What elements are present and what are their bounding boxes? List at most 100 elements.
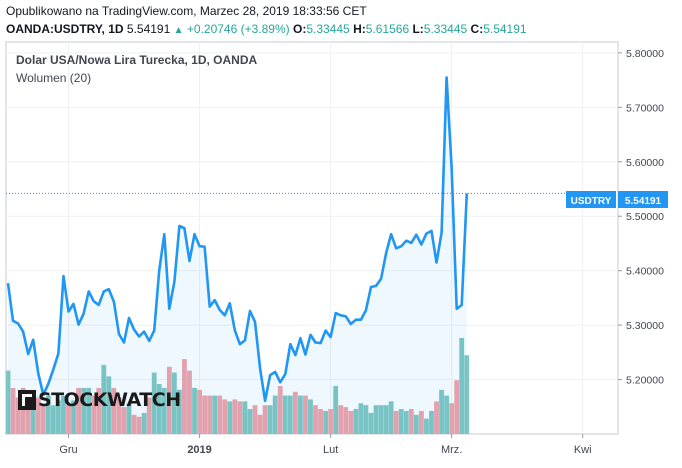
volume-bar (232, 399, 238, 434)
volume-bar (76, 387, 81, 434)
x-tick-label: Mrz. (441, 444, 462, 456)
volume-bar (393, 410, 399, 434)
y-tick-label: 5.50000 (626, 211, 664, 223)
volume-bar (413, 414, 419, 434)
volume-bar (247, 409, 253, 434)
volume-bar (267, 405, 273, 434)
volume-bar (161, 387, 167, 434)
volume-subtitle: Wolumen (20) (16, 71, 91, 85)
volume-bar (101, 364, 107, 434)
volume-bar (444, 395, 449, 434)
close-value: 5.54191 (483, 22, 527, 36)
volume-bar (348, 410, 354, 434)
volume-bar (343, 407, 349, 434)
y-tick-label: 5.80000 (626, 48, 664, 60)
volume-bar (212, 395, 218, 434)
volume-bar (217, 395, 223, 434)
x-tick-label: 2019 (187, 444, 211, 456)
volume-bar (353, 409, 359, 434)
y-tick-label: 5.30000 (626, 320, 664, 332)
volume-bar (333, 386, 339, 434)
volume-bar (156, 384, 162, 434)
stockwatch-watermark: STOCKWATCH (18, 389, 181, 411)
volume-bar (252, 405, 258, 434)
volume-bar (121, 407, 127, 434)
volume-bar (368, 412, 374, 434)
chart-title: Dolar USA/Nowa Lira Turecka, 1D, OANDA (16, 53, 258, 67)
volume-bar (418, 410, 424, 434)
volume-bar (237, 401, 243, 434)
volume-bar (429, 410, 434, 434)
volume-bar (373, 405, 379, 434)
stockwatch-logo-icon (18, 390, 36, 410)
last-price: 5.54191 (126, 22, 171, 36)
volume-bar (86, 387, 92, 434)
volume-bar (323, 410, 329, 434)
volume-bar (459, 338, 465, 434)
volume-bar (287, 395, 293, 434)
y-tick-label: 5.20000 (626, 375, 664, 387)
price-tag: USDTRY 5.54191 (566, 191, 668, 208)
volume-bar (45, 395, 51, 434)
y-tick-label: 5.40000 (626, 266, 664, 278)
volume-bar (136, 416, 142, 434)
volume-bar (388, 401, 394, 434)
volume-bar (303, 395, 308, 434)
volume-bar (207, 395, 213, 434)
volume-bar (434, 401, 439, 434)
volume-bar (277, 386, 283, 434)
watermark-text: STOCKWATCH (38, 389, 181, 411)
volume-bar (378, 405, 384, 434)
volume-bar (15, 397, 21, 434)
volume-bar (257, 414, 263, 434)
volume-bar (166, 366, 172, 434)
volume-bar (71, 400, 76, 434)
volume-bar (56, 400, 61, 434)
volume-bar (141, 412, 147, 434)
volume-bar (358, 403, 364, 434)
x-tick-label: Gru (59, 444, 77, 456)
x-tick-label: Kwi (574, 444, 592, 456)
volume-bar (96, 387, 102, 434)
low-value: 5.33445 (423, 22, 468, 36)
volume-bar (10, 387, 16, 434)
y-tick-label: 5.60000 (626, 157, 664, 169)
volume-bar (262, 405, 268, 434)
volume-bar (182, 359, 187, 434)
volume-bar (5, 370, 11, 434)
volume-bar (66, 405, 71, 434)
symbol-tag-box (566, 191, 616, 208)
volume-bar (187, 370, 192, 434)
y-tick-label: 5.70000 (626, 102, 664, 114)
volume-bar (25, 397, 31, 434)
volume-bar (126, 403, 132, 434)
volume-bar (116, 397, 122, 434)
volume-bar (338, 405, 344, 434)
volume-bar (197, 389, 202, 434)
volume-bar (282, 395, 288, 434)
high-label: H: (353, 22, 366, 36)
close-label: C: (470, 22, 484, 36)
volume-bar (111, 387, 117, 434)
volume-bar (202, 395, 208, 434)
volume-bar (272, 395, 278, 434)
volume-bar (151, 372, 157, 434)
volume-bar (408, 409, 414, 434)
volume-bar (439, 389, 444, 434)
volume-bar (222, 399, 228, 434)
volume-bar (146, 397, 152, 434)
price-line (6, 76, 469, 403)
last-price-box (618, 191, 668, 208)
volume-bar (318, 409, 323, 434)
symbol-tag: USDTRY (571, 196, 612, 207)
volume-bar (30, 393, 36, 434)
volume-bar (313, 405, 318, 434)
price-area (8, 77, 467, 435)
volume-bar (292, 391, 298, 434)
volume-bar (61, 395, 66, 434)
volume-bar (171, 372, 177, 434)
low-label: L: (412, 22, 424, 36)
symbol-label: OANDA:USDTRY, 1D (6, 22, 124, 36)
up-arrow-icon: ▲ (173, 25, 184, 36)
